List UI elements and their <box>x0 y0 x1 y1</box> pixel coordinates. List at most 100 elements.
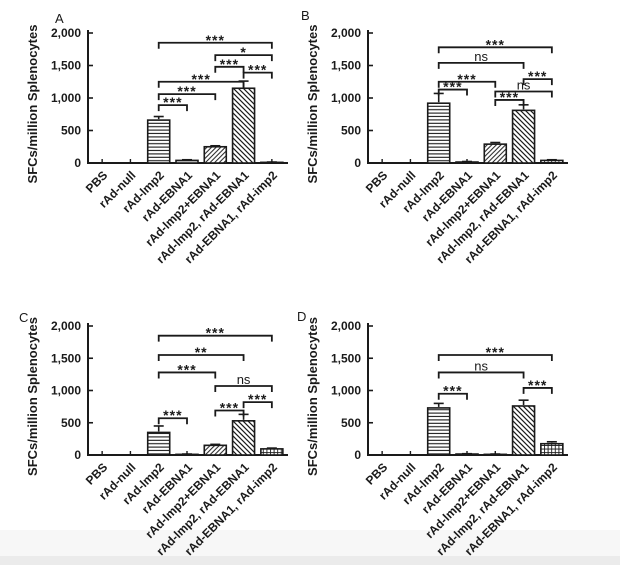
significance-bracket <box>214 54 273 62</box>
significance-label: *** <box>486 36 505 52</box>
bar-rAd-lmp2 <box>146 119 171 164</box>
panel-a-letter: A <box>55 11 64 26</box>
significance-bracket <box>157 354 245 362</box>
panel-d: D 0 500 1,000 1,500 2,000 PBS rAd-null rAd-lmp2… <box>297 283 620 565</box>
bar-chart-d: 05001,0001,5002,000PBSrAd-nullrAd-lmp2rA… <box>305 317 568 558</box>
bar-chart-a: 05001,0001,5002,000PBSrAd-nullrAd-lmp2rA… <box>25 25 288 266</box>
significance-bracket <box>242 71 273 79</box>
y-axis-title: SFCs/million Splenocytes <box>305 317 320 476</box>
y-tick-label: 0 <box>354 156 361 170</box>
page-edge-band-dark <box>0 556 620 565</box>
y-tick-label: 1,000 <box>51 91 81 105</box>
significance-bracket <box>214 385 273 392</box>
y-tick-label: 1,500 <box>331 351 361 365</box>
significance-label: *** <box>177 361 196 377</box>
significance-bracket <box>437 354 553 362</box>
bar-rAd-lmp2+EBNA1 <box>483 143 508 164</box>
significance-label: * <box>240 44 246 60</box>
bar-rAd-EBNA1, rAd-imp2 <box>540 442 564 456</box>
y-tick-label: 1,500 <box>51 351 81 365</box>
bar-rAd-lmp2+EBNA1 <box>203 145 228 164</box>
significance-bracket <box>522 78 553 86</box>
significance-bracket <box>157 417 188 425</box>
significance-label: ns <box>474 358 488 373</box>
significance-label: *** <box>220 56 239 72</box>
significance-label: *** <box>500 89 519 105</box>
panel-b-letter: B <box>301 8 310 23</box>
bar-rAd-lmp2 <box>426 102 451 164</box>
significance-bracket <box>214 409 245 417</box>
significance-bracket <box>522 387 553 394</box>
significance-bracket <box>437 392 468 400</box>
page-edge-band-light <box>0 530 620 556</box>
panel-c: C 0 500 1,000 1,500 2,000 PBS rAd-null rAd-lmp2… <box>0 283 310 565</box>
y-axis-title: SFCs/million Splenocytes <box>25 317 40 476</box>
significance-label: *** <box>191 71 210 87</box>
y-tick-label: 1,000 <box>51 384 81 398</box>
y-tick-label: 1,500 <box>331 59 361 73</box>
y-tick-label: 0 <box>74 156 81 170</box>
bar-rAd-EBNA1, rAd-imp2 <box>260 161 284 164</box>
significance-bracket <box>157 41 273 49</box>
significance-label: *** <box>220 399 239 415</box>
significance-bracket <box>437 46 553 54</box>
bar-rAd-EBNA1 <box>455 453 479 456</box>
y-axis-title: SFCs/million Splenocytes <box>25 25 40 184</box>
bar-rAd-lmp2, rAd-EBNA1 <box>231 87 256 164</box>
significance-bracket <box>437 88 468 96</box>
bar-rAd-EBNA1, rAd-imp2 <box>540 159 564 164</box>
significance-label: *** <box>528 377 547 393</box>
significance-label: *** <box>177 83 196 99</box>
bar-rAd-EBNA1 <box>175 453 199 456</box>
panel-d-letter: D <box>297 309 307 324</box>
bar-rAd-lmp2, rAd-EBNA1 <box>231 420 256 456</box>
significance-bracket <box>494 90 553 98</box>
bar-rAd-lmp2, rAd-EBNA1 <box>511 405 536 456</box>
significance-bracket <box>242 401 273 409</box>
bar-rAd-lmp2 <box>426 407 451 456</box>
y-tick-label: 2,000 <box>331 319 361 333</box>
bar-rAd-lmp2, rAd-EBNA1 <box>511 109 536 164</box>
bar-chart-b: 05001,0001,5002,000PBSrAd-nullrAd-lmp2rA… <box>305 25 568 266</box>
y-tick-label: 1,500 <box>51 59 81 73</box>
panel-b: B 0 500 1,000 1,500 2,000 PBS rAd-null rAd-lmp2… <box>301 0 620 283</box>
significance-bracket <box>157 80 245 88</box>
y-tick-label: 2,000 <box>51 319 81 333</box>
significance-label: *** <box>443 383 462 399</box>
bar-chart-c: 05001,0001,5002,000PBSrAd-nullrAd-lmp2rA… <box>25 317 288 558</box>
bar-rAd-EBNA1 <box>175 159 199 164</box>
bar-rAd-lmp2+EBNA1 <box>203 444 228 456</box>
y-tick-label: 2,000 <box>331 26 361 40</box>
y-axis-title: SFCs/million Splenocytes <box>305 25 320 184</box>
y-tick-label: 500 <box>341 416 361 430</box>
significance-label: *** <box>486 344 505 360</box>
significance-bracket <box>494 99 525 106</box>
significance-bracket <box>157 334 273 342</box>
significance-bracket <box>157 104 188 112</box>
y-tick-label: 500 <box>61 416 81 430</box>
significance-bracket <box>437 80 497 88</box>
significance-label: ns <box>237 372 251 387</box>
bar-rAd-lmp2+EBNA1 <box>483 453 508 456</box>
y-tick-label: 0 <box>74 448 81 462</box>
significance-label: ** <box>195 344 208 360</box>
bar-rAd-EBNA1, rAd-imp2 <box>260 448 284 456</box>
significance-bracket <box>437 371 525 379</box>
significance-bracket <box>437 62 525 69</box>
y-tick-label: 1,000 <box>331 384 361 398</box>
significance-label: ns <box>474 49 488 64</box>
significance-label: *** <box>206 325 225 341</box>
significance-label: *** <box>443 79 462 95</box>
significance-label: *** <box>457 71 476 87</box>
significance-bracket <box>157 371 217 379</box>
significance-label: *** <box>248 62 267 78</box>
bar-rAd-lmp2 <box>146 431 171 456</box>
significance-label: ns <box>517 78 531 93</box>
significance-label: *** <box>206 32 225 48</box>
panel-c-letter: C <box>19 310 29 325</box>
panel-a: A 0 500 1,000 1,500 2,000 PBS rAd-null rAd-lmp2… <box>0 0 310 283</box>
y-tick-label: 2,000 <box>51 26 81 40</box>
y-tick-label: 0 <box>354 448 361 462</box>
